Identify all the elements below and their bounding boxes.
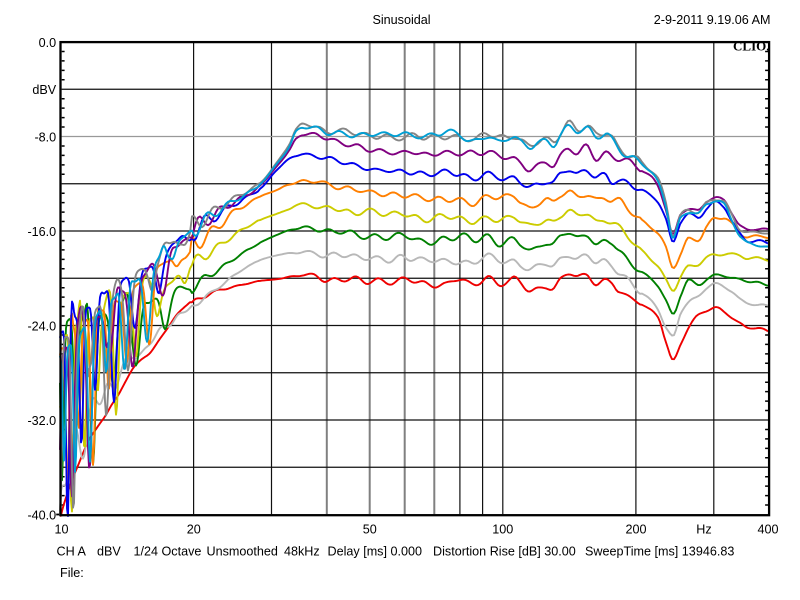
- svg-text:2-9-2011 9.19.06 AM: 2-9-2011 9.19.06 AM: [654, 13, 771, 27]
- svg-text:Delay [ms] 0.000: Delay [ms] 0.000: [328, 544, 423, 558]
- svg-text:dBV: dBV: [32, 83, 56, 97]
- svg-text:1/24 Octave: 1/24 Octave: [134, 544, 202, 558]
- svg-text:100: 100: [492, 523, 513, 537]
- svg-text:0.0: 0.0: [39, 36, 57, 50]
- svg-text:Unsmoothed: Unsmoothed: [207, 544, 278, 558]
- svg-text:-32.0: -32.0: [27, 414, 56, 428]
- svg-text:Sinusoidal: Sinusoidal: [372, 13, 430, 27]
- svg-text:dBV: dBV: [97, 544, 121, 558]
- svg-text:400: 400: [757, 523, 778, 537]
- svg-text:20: 20: [187, 523, 201, 537]
- svg-text:-16.0: -16.0: [27, 225, 56, 239]
- svg-text:Distortion Rise [dB] 30.00: Distortion Rise [dB] 30.00: [433, 544, 576, 558]
- svg-text:File:: File:: [60, 566, 84, 580]
- svg-text:200: 200: [625, 523, 646, 537]
- svg-text:CH A: CH A: [57, 544, 87, 558]
- svg-text:-8.0: -8.0: [34, 130, 56, 144]
- svg-text:10: 10: [54, 523, 68, 537]
- svg-text:-24.0: -24.0: [27, 319, 56, 333]
- svg-text:48kHz: 48kHz: [284, 544, 320, 558]
- svg-text:SweepTime [ms] 13946.83: SweepTime [ms] 13946.83: [585, 544, 734, 558]
- svg-text:CLIO.: CLIO.: [733, 39, 769, 54]
- svg-text:Hz: Hz: [696, 523, 711, 537]
- svg-text:-40.0: -40.0: [27, 508, 56, 522]
- svg-text:50: 50: [363, 523, 377, 537]
